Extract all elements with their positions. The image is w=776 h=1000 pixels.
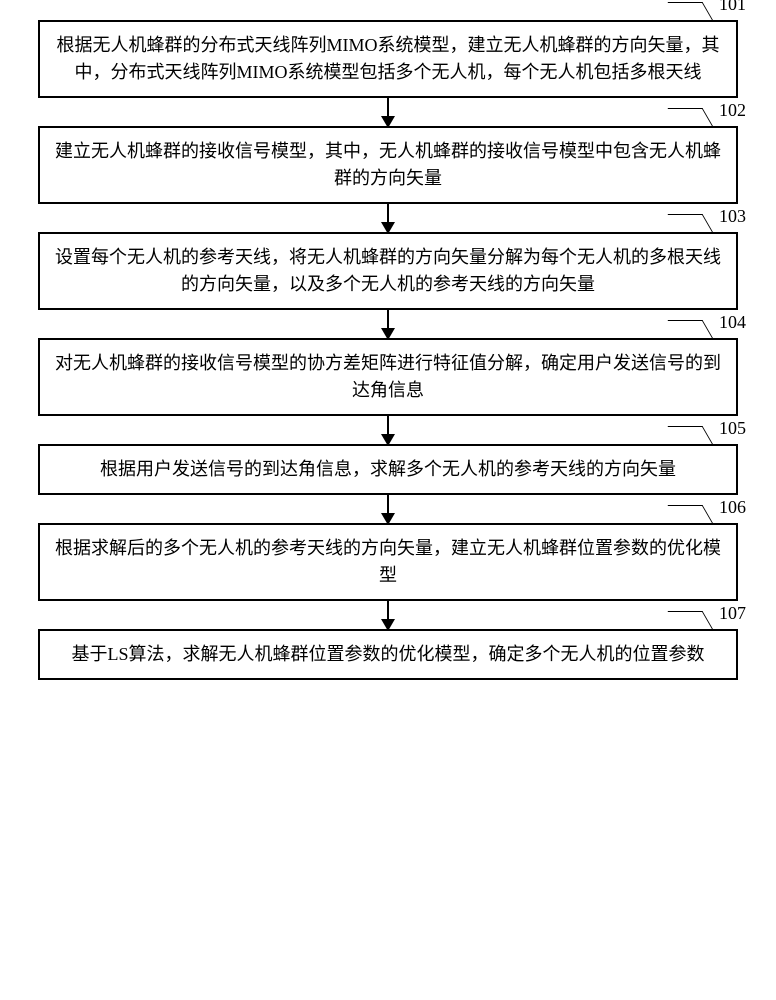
label-connector	[668, 505, 714, 524]
step-label: 105	[719, 418, 746, 439]
label-connector	[668, 320, 714, 339]
step-label: 101	[719, 0, 746, 15]
step-box: 根据用户发送信号的到达角信息，求解多个无人机的参考天线的方向矢量	[38, 444, 738, 495]
step-label: 107	[719, 603, 746, 624]
step-box: 设置每个无人机的参考天线，将无人机蜂群的方向矢量分解为每个无人机的多根天线的方向…	[38, 232, 738, 310]
label-connector	[668, 214, 714, 233]
step-106: 106 根据求解后的多个无人机的参考天线的方向矢量，建立无人机蜂群位置参数的优化…	[38, 523, 738, 601]
step-104: 104 对无人机蜂群的接收信号模型的协方差矩阵进行特征值分解，确定用户发送信号的…	[38, 338, 738, 416]
arrow-down-icon	[387, 310, 389, 338]
arrow-down-icon	[387, 495, 389, 523]
arrow-down-icon	[387, 601, 389, 629]
step-box: 根据求解后的多个无人机的参考天线的方向矢量，建立无人机蜂群位置参数的优化模型	[38, 523, 738, 601]
arrow-down-icon	[387, 416, 389, 444]
step-101: 101 根据无人机蜂群的分布式天线阵列MIMO系统模型，建立无人机蜂群的方向矢量…	[38, 20, 738, 98]
step-label: 103	[719, 206, 746, 227]
step-box: 根据无人机蜂群的分布式天线阵列MIMO系统模型，建立无人机蜂群的方向矢量，其中，…	[38, 20, 738, 98]
step-box: 建立无人机蜂群的接收信号模型，其中，无人机蜂群的接收信号模型中包含无人机蜂群的方…	[38, 126, 738, 204]
step-box: 基于LS算法，求解无人机蜂群位置参数的优化模型，确定多个无人机的位置参数	[38, 629, 738, 680]
step-label: 106	[719, 497, 746, 518]
arrow-down-icon	[387, 204, 389, 232]
label-connector	[668, 611, 714, 630]
step-103: 103 设置每个无人机的参考天线，将无人机蜂群的方向矢量分解为每个无人机的多根天…	[38, 232, 738, 310]
label-connector	[668, 108, 714, 127]
label-connector	[668, 2, 714, 21]
step-label: 102	[719, 100, 746, 121]
step-102: 102 建立无人机蜂群的接收信号模型，其中，无人机蜂群的接收信号模型中包含无人机…	[38, 126, 738, 204]
label-connector	[668, 426, 714, 445]
step-label: 104	[719, 312, 746, 333]
step-105: 105 根据用户发送信号的到达角信息，求解多个无人机的参考天线的方向矢量	[38, 444, 738, 495]
arrow-down-icon	[387, 98, 389, 126]
step-107: 107 基于LS算法，求解无人机蜂群位置参数的优化模型，确定多个无人机的位置参数	[38, 629, 738, 680]
step-box: 对无人机蜂群的接收信号模型的协方差矩阵进行特征值分解，确定用户发送信号的到达角信…	[38, 338, 738, 416]
flowchart-container: 101 根据无人机蜂群的分布式天线阵列MIMO系统模型，建立无人机蜂群的方向矢量…	[38, 20, 738, 680]
